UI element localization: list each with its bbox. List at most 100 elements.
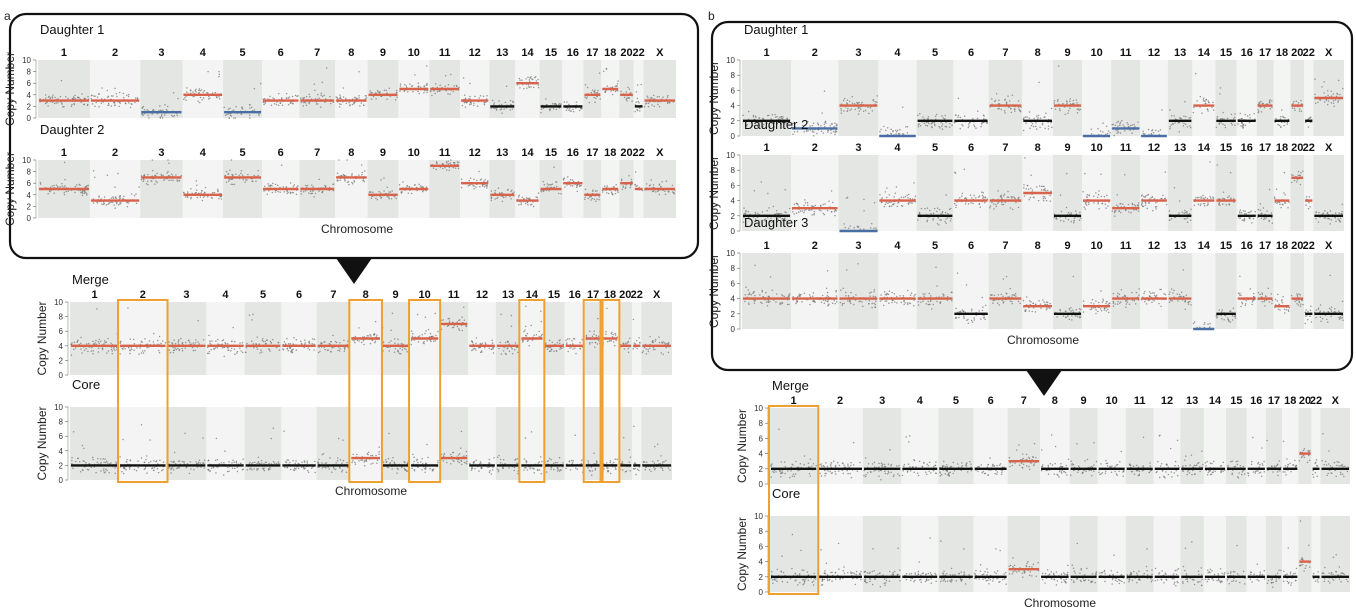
bin-point	[935, 113, 938, 116]
bin-point	[210, 467, 213, 469]
bin-point	[272, 97, 274, 99]
bin-point	[112, 95, 114, 97]
bin-point	[587, 467, 589, 469]
bin-point	[465, 450, 468, 453]
bin-point	[571, 343, 574, 345]
bin-point	[666, 342, 668, 345]
bin-point	[609, 460, 612, 462]
bin-point	[170, 179, 172, 181]
bin-point	[200, 190, 203, 192]
bin-point	[203, 459, 206, 462]
bin-point	[87, 350, 89, 353]
bin-point	[264, 340, 267, 343]
bin-point	[610, 90, 612, 92]
bin-point	[801, 124, 804, 127]
bin-point	[596, 343, 599, 345]
bin-point	[404, 461, 406, 464]
bin-point	[218, 70, 220, 73]
bin-point	[341, 469, 344, 471]
bin-point	[614, 468, 617, 470]
bin-point	[1189, 125, 1191, 127]
bin-point	[534, 75, 537, 78]
bin-point	[334, 340, 337, 343]
bin-point	[144, 467, 146, 470]
bin-point	[107, 203, 109, 206]
bin-point	[1057, 99, 1059, 101]
bin-point	[811, 130, 814, 133]
bin-point	[472, 348, 474, 351]
bin-point	[422, 186, 424, 188]
bin-point	[189, 341, 191, 343]
bin-point	[531, 467, 533, 469]
bin-point	[152, 332, 155, 335]
bin-point	[591, 335, 594, 337]
bin-point	[669, 469, 671, 471]
bin-point	[251, 469, 253, 471]
bin-point	[400, 342, 403, 345]
bin-point	[812, 134, 815, 137]
bin-point	[589, 342, 591, 344]
bin-point	[528, 79, 531, 81]
bin-point	[289, 461, 291, 464]
bin-point	[1230, 113, 1233, 116]
chromosome-band	[791, 60, 839, 136]
bin-point	[537, 462, 540, 464]
bin-point	[453, 161, 455, 164]
chromosome-band	[89, 160, 141, 218]
bin-point	[412, 332, 414, 335]
bin-point	[417, 461, 419, 464]
bin-point	[1039, 117, 1042, 119]
bin-point	[799, 210, 802, 212]
y-tick-label: 8	[59, 313, 64, 322]
chromosome-band	[335, 60, 368, 118]
bin-point	[234, 117, 237, 119]
chromosome-band	[1082, 60, 1112, 136]
bin-point	[579, 348, 582, 350]
bin-point	[297, 467, 300, 469]
bin-point	[407, 192, 410, 194]
bin-point	[90, 466, 93, 469]
bin-point	[813, 213, 815, 216]
bin-point	[1035, 128, 1038, 130]
bin-point	[404, 469, 406, 471]
bin-point	[786, 118, 789, 120]
bin-point	[545, 471, 548, 473]
bin-point	[91, 456, 94, 459]
bin-point	[176, 114, 179, 117]
bin-point	[624, 342, 627, 344]
bin-point	[152, 109, 154, 112]
bin-point	[106, 96, 109, 98]
bin-point	[1253, 112, 1255, 115]
bin-point	[803, 130, 805, 133]
bin-point	[567, 350, 569, 353]
bin-point	[129, 352, 131, 355]
chromosome-label: 6	[296, 289, 302, 301]
bin-point	[662, 96, 664, 98]
bin-point	[184, 196, 187, 198]
chromosome-band	[350, 407, 381, 480]
bin-point	[895, 131, 898, 133]
bin-point	[904, 195, 907, 198]
bin-point	[94, 342, 96, 344]
bin-point	[151, 113, 153, 115]
bin-point	[656, 190, 659, 193]
bin-point	[497, 470, 500, 473]
bin-point	[591, 190, 594, 193]
bin-point	[786, 221, 788, 223]
bin-point	[292, 469, 295, 471]
bin-point	[1196, 100, 1198, 102]
bin-point	[296, 186, 298, 188]
bin-point	[171, 342, 174, 345]
bin-point	[172, 349, 175, 351]
bin-point	[371, 339, 374, 342]
chromosome-band	[299, 60, 336, 118]
bin-point	[1269, 99, 1271, 101]
bin-point	[1037, 114, 1040, 117]
chromosome-band	[489, 160, 516, 218]
bin-point	[846, 103, 849, 105]
bin-point	[52, 94, 54, 96]
bin-point	[176, 180, 179, 182]
bin-point	[743, 217, 745, 219]
bin-point	[1323, 92, 1325, 94]
